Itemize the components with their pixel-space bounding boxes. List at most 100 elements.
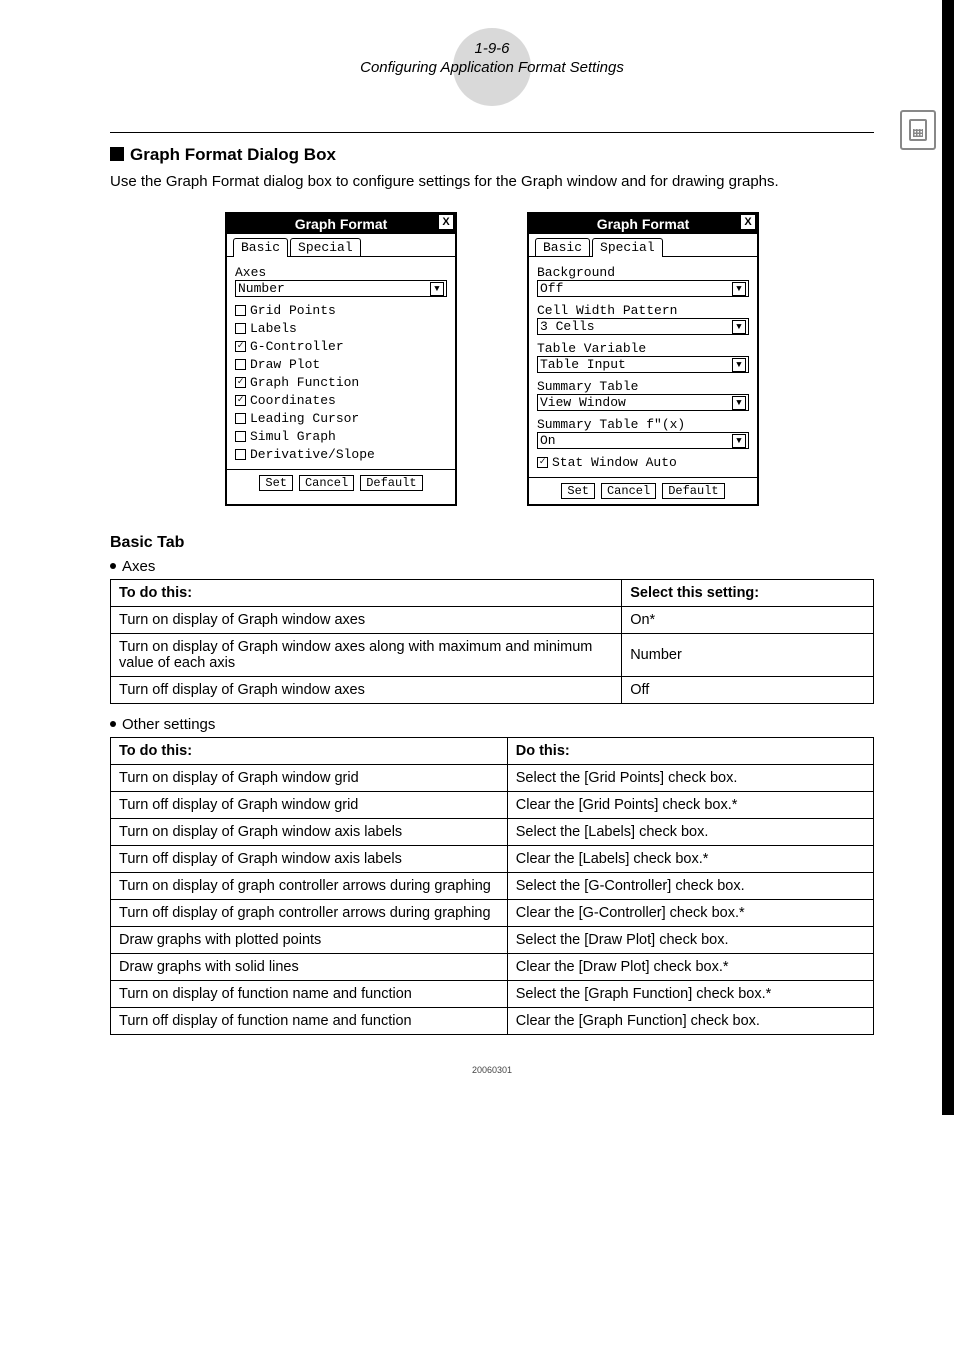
table-cell: On* [622, 607, 874, 634]
dropdown-value: Off [540, 281, 563, 296]
dropdown-value: 3 Cells [540, 319, 595, 334]
table-row: Turn off display of graph controller arr… [111, 900, 874, 927]
checkbox-icon [235, 359, 246, 370]
section-intro: Use the Graph Format dialog box to confi… [110, 171, 874, 192]
axes-label: Axes [235, 265, 447, 280]
chevron-down-icon: ▼ [732, 282, 746, 296]
checkbox-label: Grid Points [250, 303, 336, 318]
field-label: Background [537, 265, 749, 280]
table-cell: Draw graphs with solid lines [111, 954, 508, 981]
table-cell: Clear the [G-Controller] check box.* [507, 900, 873, 927]
dialog-title-text: Graph Format [597, 216, 690, 232]
close-icon[interactable]: X [439, 215, 453, 229]
field-label: Summary Table f"(x) [537, 417, 749, 432]
checkbox-icon [235, 305, 246, 316]
checkbox-icon [235, 449, 246, 460]
checkbox-label: Simul Graph [250, 429, 336, 444]
tab-special[interactable]: Special [290, 238, 361, 256]
footer-code: 20060301 [110, 1065, 874, 1075]
checkbox-row[interactable]: Labels [235, 321, 447, 336]
table-cell: Turn off display of Graph window axis la… [111, 846, 508, 873]
axes-select[interactable]: Number ▼ [235, 280, 447, 297]
table-cell: Turn off display of graph controller arr… [111, 900, 508, 927]
checkbox-row[interactable]: Derivative/Slope [235, 447, 447, 462]
table-cell: Number [622, 634, 874, 677]
other-settings-bullet-text: Other settings [122, 716, 215, 733]
cancel-button[interactable]: Cancel [299, 475, 354, 491]
dropdown[interactable]: 3 Cells▼ [537, 318, 749, 335]
table-row: Turn off display of Graph window axesOff [111, 677, 874, 704]
close-icon[interactable]: X [741, 215, 755, 229]
dropdown-value: View Window [540, 395, 626, 410]
table-cell: Select the [Labels] check box. [507, 819, 873, 846]
table-header: Do this: [507, 738, 873, 765]
table-cell: Select the [G-Controller] check box. [507, 873, 873, 900]
dropdown[interactable]: Off ▼ [537, 280, 749, 297]
table-cell: Select the [Draw Plot] check box. [507, 927, 873, 954]
checkbox-label: Graph Function [250, 375, 359, 390]
checkbox-row[interactable]: ✓Coordinates [235, 393, 447, 408]
table-row: Turn on display of Graph window axis lab… [111, 819, 874, 846]
section-title-text: Graph Format Dialog Box [130, 145, 336, 164]
checkbox-icon [235, 431, 246, 442]
checkbox-icon: ✓ [235, 341, 246, 352]
stat-window-auto-check[interactable]: ✓ Stat Window Auto [537, 455, 749, 470]
default-button[interactable]: Default [662, 483, 724, 499]
table-row: Turn off display of Graph window gridCle… [111, 792, 874, 819]
table-header: To do this: [111, 580, 622, 607]
checkbox-row[interactable]: ✓Graph Function [235, 375, 447, 390]
table-cell: Turn on display of Graph window axes [111, 607, 622, 634]
table-cell: Turn off display of Graph window axes [111, 677, 622, 704]
chevron-down-icon: ▼ [732, 434, 746, 448]
table-row: Turn on display of function name and fun… [111, 981, 874, 1008]
table-header: Select this setting: [622, 580, 874, 607]
checkbox-row[interactable]: Simul Graph [235, 429, 447, 444]
tab-special[interactable]: Special [592, 238, 663, 256]
checkbox-row[interactable]: Leading Cursor [235, 411, 447, 426]
table-cell: Clear the [Grid Points] check box.* [507, 792, 873, 819]
tab-basic[interactable]: Basic [535, 238, 590, 256]
table-cell: Turn on display of Graph window grid [111, 765, 508, 792]
table-cell: Draw graphs with plotted points [111, 927, 508, 954]
dialog-title: Graph Format X [227, 214, 455, 234]
checkbox-icon [235, 413, 246, 424]
checkbox-label: Draw Plot [250, 357, 320, 372]
page-number: 1-9-6 [110, 40, 874, 57]
table-cell: Select the [Grid Points] check box. [507, 765, 873, 792]
other-settings-bullet: Other settings [110, 716, 874, 733]
table-cell: Clear the [Labels] check box.* [507, 846, 873, 873]
tab-basic[interactable]: Basic [233, 238, 288, 256]
dialog-tabs: Basic Special [529, 234, 757, 257]
other-settings-table: To do this: Do this: Turn on display of … [110, 737, 874, 1035]
checkbox-icon: ✓ [235, 395, 246, 406]
table-cell: Turn on display of Graph window axes alo… [111, 634, 622, 677]
default-button[interactable]: Default [360, 475, 422, 491]
table-cell: Turn off display of function name and fu… [111, 1008, 508, 1035]
dropdown[interactable]: On▼ [537, 432, 749, 449]
table-header: To do this: [111, 738, 508, 765]
cancel-button[interactable]: Cancel [601, 483, 656, 499]
table-row: Turn on display of graph controller arro… [111, 873, 874, 900]
table-cell: Turn on display of function name and fun… [111, 981, 508, 1008]
table-cell: Clear the [Draw Plot] check box.* [507, 954, 873, 981]
dropdown[interactable]: View Window ▼ [537, 394, 749, 411]
set-button[interactable]: Set [259, 475, 293, 491]
page-subtitle: Configuring Application Format Settings [110, 59, 874, 76]
set-button[interactable]: Set [561, 483, 595, 499]
table-cell: Off [622, 677, 874, 704]
field-label: Table Variable [537, 341, 749, 356]
axes-table: To do this: Select this setting: Turn on… [110, 579, 874, 704]
checkbox-row[interactable]: Grid Points [235, 303, 447, 318]
chevron-down-icon: ▼ [732, 358, 746, 372]
chevron-down-icon: ▼ [732, 396, 746, 410]
section-title: Graph Format Dialog Box [110, 145, 874, 165]
checkbox-row[interactable]: Draw Plot [235, 357, 447, 372]
field-label: Cell Width Pattern [537, 303, 749, 318]
dropdown[interactable]: Table Input▼ [537, 356, 749, 373]
table-row: Turn on display of Graph window axesOn* [111, 607, 874, 634]
checkbox-icon: ✓ [537, 457, 548, 468]
table-cell: Turn off display of Graph window grid [111, 792, 508, 819]
axes-bullet: Axes [110, 558, 874, 575]
checkbox-row[interactable]: ✓G-Controller [235, 339, 447, 354]
table-cell: Turn on display of graph controller arro… [111, 873, 508, 900]
